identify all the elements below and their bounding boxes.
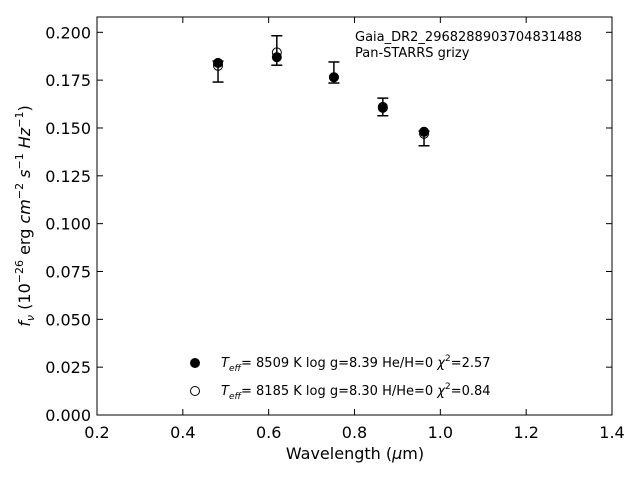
- data-marks: [212, 35, 430, 147]
- data-point-filled: [419, 126, 430, 137]
- legend-marker-filled: [190, 358, 200, 368]
- legend-marker-open: [190, 386, 200, 396]
- y-tick-label: 0.125: [45, 167, 91, 186]
- y-tick-label: 0.025: [45, 358, 91, 377]
- plot-area: 0.2 0.4 0.6 0.8 1.0 1.2 1.4 0.000 0.025 0.050 0.07…: [45, 16, 625, 442]
- x-tick-label: 1.2: [513, 423, 538, 442]
- legend-label-2: Teff= 8185 K log g=8.30 H/He=0 χ2=0.84: [221, 382, 491, 402]
- annotation-line-1: Gaia_DR2_2968288903704831488: [355, 30, 582, 45]
- x-tick-label: 0.4: [170, 423, 195, 442]
- y-tick-label: 0.150: [45, 119, 91, 138]
- data-point-open: [328, 72, 339, 83]
- y-axis-title: fν (10−26 erg cm−2 s−1 Hz−1): [13, 105, 37, 326]
- y-tick-label: 0.050: [45, 310, 91, 329]
- y-tick-label: 0.075: [45, 262, 91, 281]
- x-tick-label: 1.0: [428, 423, 453, 442]
- legend-label-1: Teff= 8509 K log g=8.39 He/H=0 χ2=2.57: [221, 354, 491, 374]
- annotation-line-2: Pan-STARRS grizy: [355, 46, 470, 61]
- data-point-open: [377, 101, 388, 112]
- x-tick-label: 0.2: [84, 423, 109, 442]
- x-tick-label: 0.8: [342, 423, 367, 442]
- legend: Teff= 8509 K log g=8.39 He/H=0 χ2=2.57 T…: [190, 354, 491, 402]
- y-tick-label: 0.100: [45, 215, 91, 234]
- y-tick-label: 0.175: [45, 71, 91, 90]
- y-tick-label: 0.200: [45, 23, 91, 42]
- data-point-open: [271, 47, 282, 58]
- data-point-open: [213, 60, 224, 71]
- x-tick-label: 1.4: [599, 423, 624, 442]
- y-tick-label: 0.000: [45, 406, 91, 425]
- data-point-open: [419, 128, 430, 139]
- data-point-filled: [213, 57, 224, 68]
- x-axis-title: Wavelength (μm): [286, 444, 424, 463]
- x-tick-label: 0.6: [256, 423, 281, 442]
